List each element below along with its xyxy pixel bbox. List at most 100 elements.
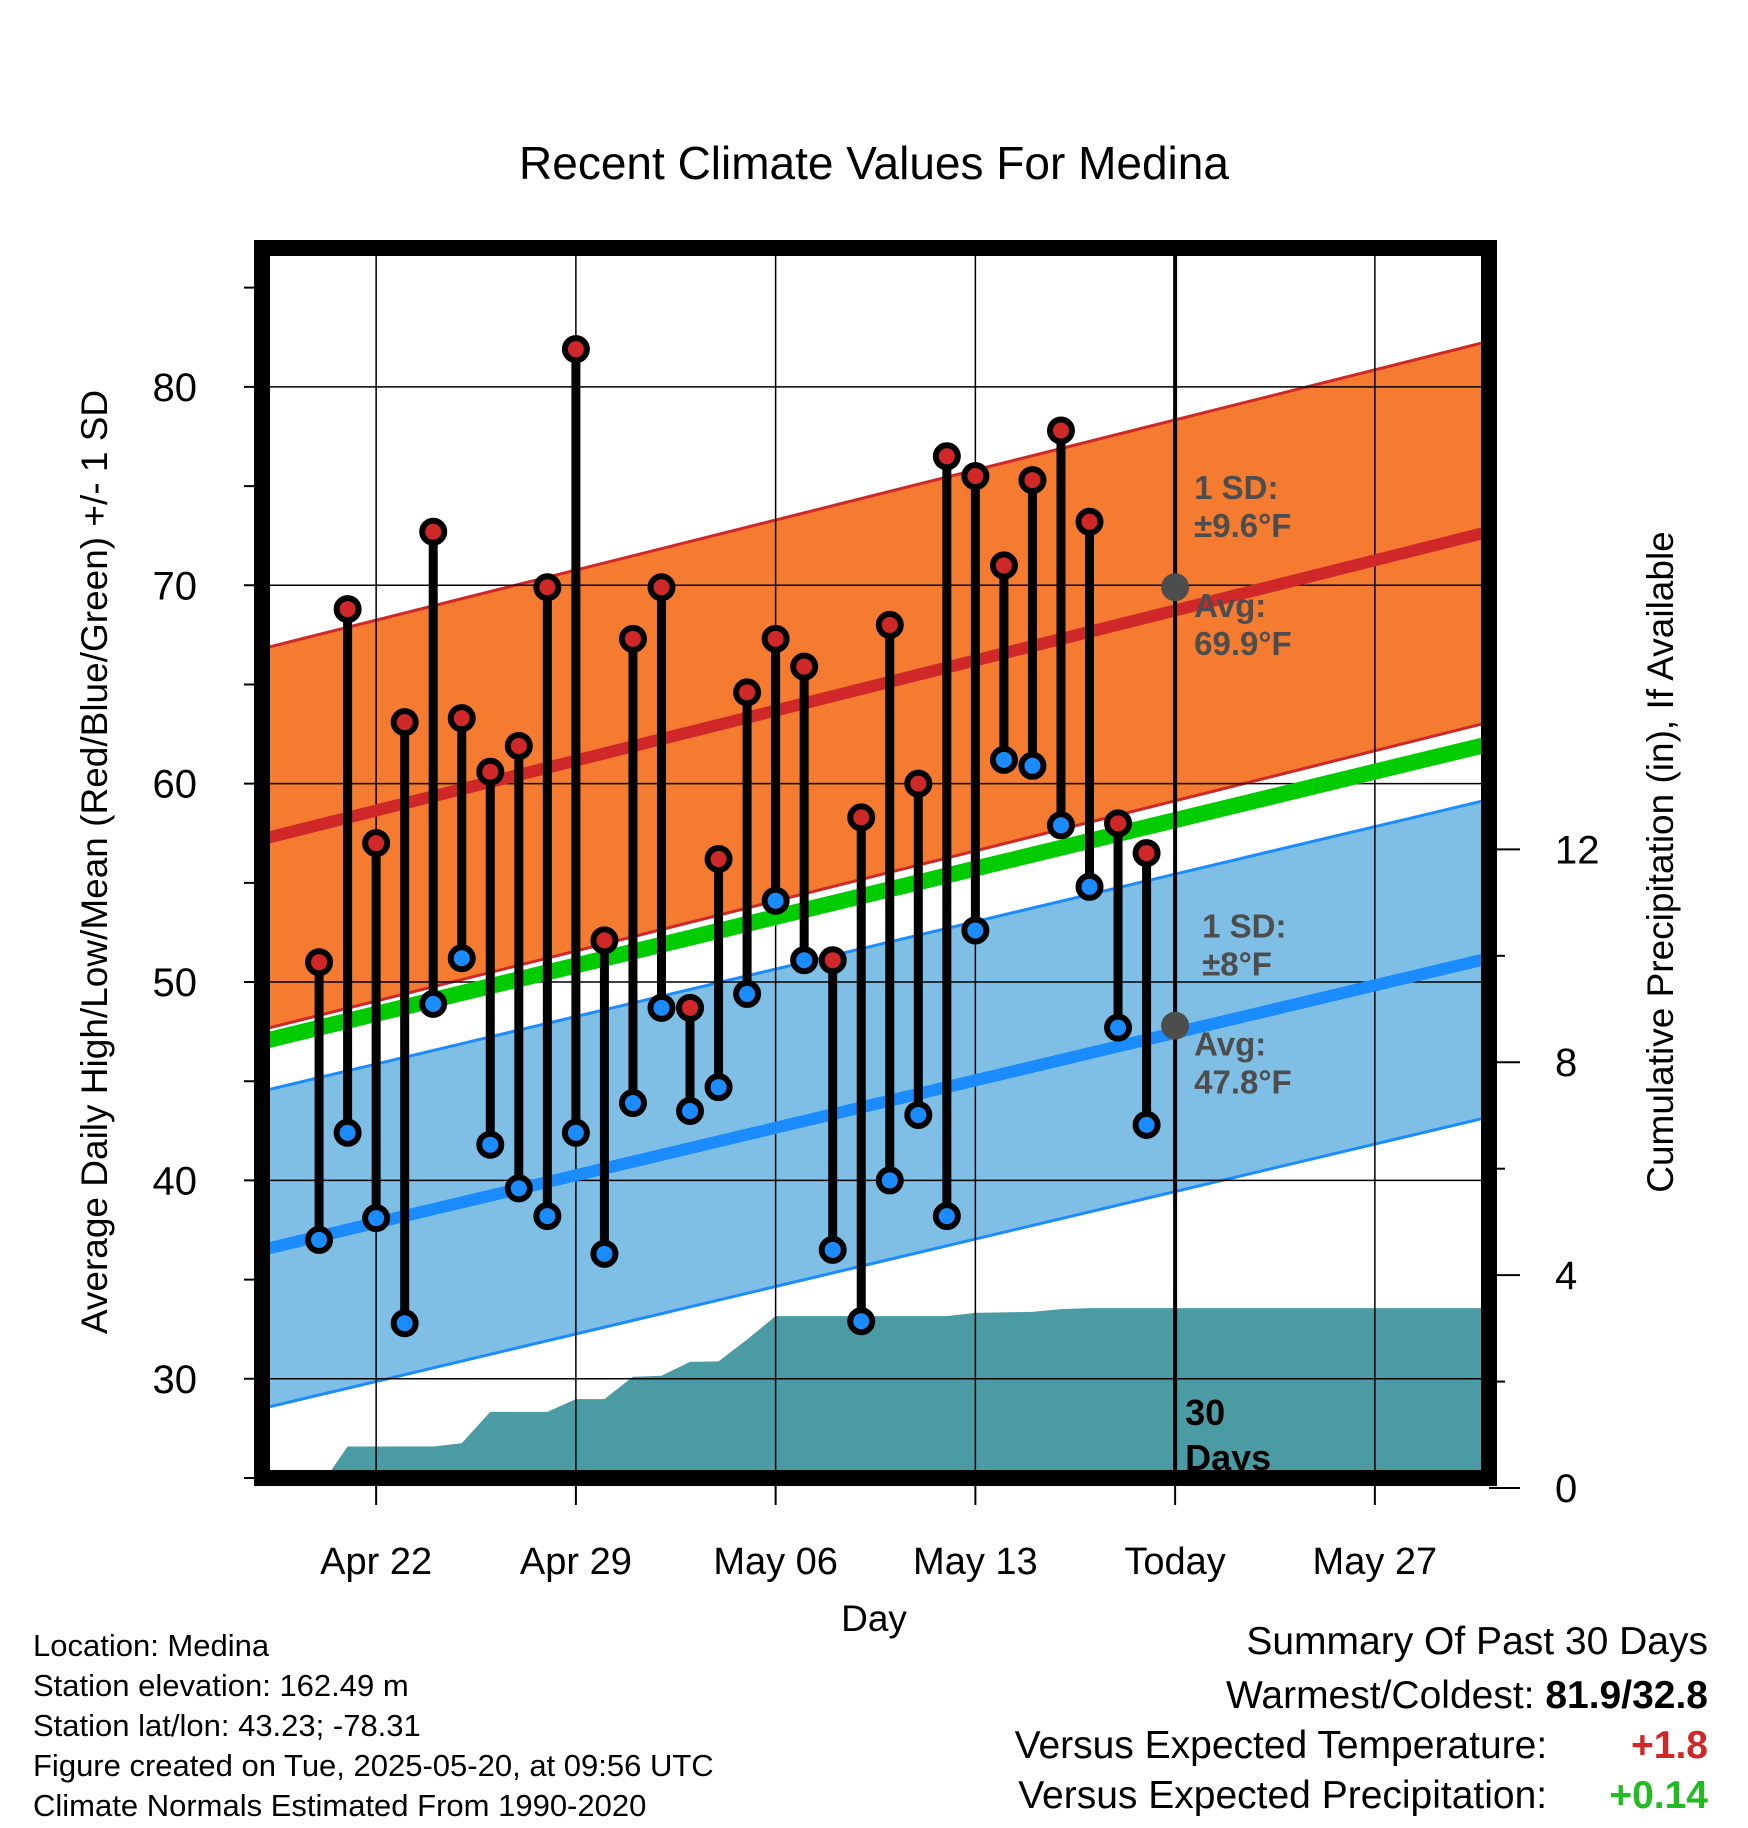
daily-low-point [1075, 872, 1104, 901]
precip-label: Versus Expected Precipitation: [1018, 1774, 1548, 1817]
high-avg-today-marker [1161, 573, 1190, 602]
daily-low-point [362, 1204, 391, 1233]
summary-precip: Versus Expected Precipitation: +0.14 [1018, 1774, 1708, 1818]
high-sd-value: ±9.6°F [1194, 507, 1291, 544]
y2-tick-label: 0 [1555, 1467, 1577, 1511]
daily-high-point [504, 731, 533, 760]
warm-cold-label: Warmest/Coldest: [1226, 1674, 1535, 1717]
daily-low-point [533, 1202, 562, 1231]
summary-warm-cold: Warmest/Coldest: 81.9/32.8 [1226, 1674, 1708, 1718]
summary-temp: Versus Expected Temperature: +1.8 [1015, 1724, 1708, 1768]
daily-low-point [932, 1202, 961, 1231]
daily-low-point [447, 944, 476, 973]
daily-high-point [1046, 416, 1075, 445]
warm-cold-value: 81.9/32.8 [1545, 1674, 1708, 1717]
today-days-label: 30 [1185, 1392, 1225, 1433]
daily-high-point [390, 708, 419, 737]
mean-normal-line [262, 736, 1489, 1050]
daily-high-point [1132, 839, 1161, 868]
high-avg-label: Avg: [1194, 587, 1266, 624]
y-tick-label: 70 [153, 564, 198, 608]
daily-high-point [733, 678, 762, 707]
daily-low-point [875, 1166, 904, 1195]
y2-tick-label: 4 [1555, 1254, 1577, 1298]
low-avg-today-marker [1161, 1011, 1190, 1040]
daily-low-point [733, 979, 762, 1008]
high-normal-line [262, 525, 1489, 846]
temp-value: +1.8 [1631, 1724, 1708, 1767]
info-latlon: Station lat/lon: 43.23; -78.31 [33, 1708, 421, 1743]
info-location: Location: Medina [33, 1628, 270, 1663]
low-sd-value: ±8°F [1202, 946, 1272, 983]
x-tick-label: May 13 [913, 1541, 1038, 1583]
info-created: Figure created on Tue, 2025-05-20, at 09… [33, 1748, 714, 1783]
daily-low-point [989, 745, 1018, 774]
daily-high-point [333, 595, 362, 624]
low-avg-value: 47.8°F [1194, 1064, 1292, 1101]
daily-low-point [504, 1174, 533, 1203]
daily-high-point [590, 926, 619, 955]
y-tick-label: 40 [153, 1159, 198, 1203]
info-elevation: Station elevation: 162.49 m [33, 1668, 409, 1703]
high-sd-band-lower-edge [262, 720, 1489, 1032]
daily-high-point [476, 757, 505, 786]
y2-tick-label: 12 [1555, 828, 1600, 872]
daily-high-point [676, 993, 705, 1022]
axes: 30 40 50 60 70 80 0 4 8 12 Apr 22 Apr 29 May 06 May 1… [153, 286, 1600, 1583]
daily-low-point [1132, 1110, 1161, 1139]
daily-high-point [447, 704, 476, 733]
low-sd-band-upper-edge [262, 798, 1489, 1093]
low-sd-band-lower-edge [262, 1115, 1489, 1411]
daily-high-point [875, 610, 904, 639]
low-avg-label: Avg: [1194, 1026, 1266, 1063]
daily-low-point [790, 946, 819, 975]
daily-high-point [1104, 809, 1133, 838]
daily-low-point [1018, 751, 1047, 780]
daily-high-point [1018, 466, 1047, 495]
y-tick-label: 80 [153, 366, 198, 410]
daily-high-point [932, 442, 961, 471]
high-avg-value: 69.9°F [1194, 625, 1292, 662]
daily-low-point [305, 1225, 334, 1254]
daily-low-point [818, 1235, 847, 1264]
x-tick-label: May 27 [1313, 1541, 1438, 1583]
daily-low-point [590, 1239, 619, 1268]
summary-heading: Summary Of Past 30 Days [1246, 1620, 1708, 1663]
low-normal-line [262, 952, 1489, 1256]
x-tick-label: Apr 22 [320, 1541, 432, 1583]
daily-high-point [790, 652, 819, 681]
x-tick-label: May 06 [713, 1541, 838, 1583]
y-tick-label: 50 [153, 961, 198, 1005]
daily-high-point [618, 624, 647, 653]
chart-title: Recent Climate Values For Medina [519, 137, 1229, 189]
daily-high-point [305, 948, 334, 977]
daily-high-point [1075, 507, 1104, 536]
daily-low-point [847, 1307, 876, 1336]
daily-high-point [847, 803, 876, 832]
y-tick-label: 30 [153, 1358, 198, 1402]
daily-low-point [333, 1118, 362, 1147]
daily-high-point [533, 573, 562, 602]
x-tick-label: Today [1124, 1541, 1225, 1583]
daily-low-point [419, 989, 448, 1018]
daily-low-point [676, 1096, 705, 1125]
daily-high-point [561, 335, 590, 364]
daily-low-point [704, 1073, 733, 1102]
y2-tick-label: 8 [1555, 1041, 1577, 1085]
daily-high-point [818, 946, 847, 975]
daily-high-point [904, 769, 933, 798]
plot-frame [254, 240, 1497, 1486]
daily-high-point [419, 517, 448, 546]
daily-low-point [961, 916, 990, 945]
daily-high-point [647, 573, 676, 602]
daily-low-point [904, 1100, 933, 1129]
daily-high-point [989, 551, 1018, 580]
temp-label: Versus Expected Temperature: [1014, 1724, 1548, 1767]
y2-axis-label: Cumulative Precipitation (in), If Availa… [1640, 531, 1681, 1193]
daily-low-point [761, 886, 790, 915]
y-tick-label: 60 [153, 763, 198, 807]
y-axis-label: Average Daily High/Low/Mean (Red/Blue/Gr… [74, 390, 115, 1334]
x-tick-label: Apr 29 [520, 1541, 632, 1583]
